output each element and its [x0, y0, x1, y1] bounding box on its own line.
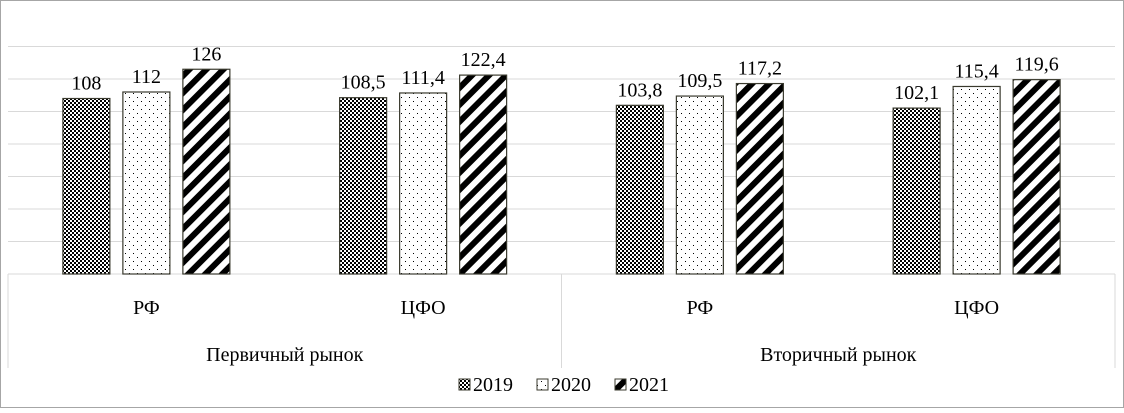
- data-label: 117,2: [738, 58, 782, 80]
- data-label: 111,4: [401, 67, 445, 89]
- legend-swatch-2021: [614, 378, 627, 391]
- data-labels: 108 112 126 108,5 111,4 122,4 103,8 109,5 117,2 1…: [71, 43, 1058, 104]
- bar-2020: [675, 95, 724, 275]
- group-label: Первичный рынок: [206, 344, 364, 366]
- data-label: 126: [191, 43, 221, 65]
- legend-label: 2019: [473, 374, 513, 396]
- bars: [62, 68, 1061, 275]
- legend-swatch-2020: [536, 378, 549, 391]
- data-label: 115,4: [954, 60, 998, 82]
- category-label: РФ: [133, 297, 160, 319]
- data-label: 119,6: [1014, 54, 1058, 76]
- data-label: 122,4: [461, 49, 506, 71]
- data-label: 108: [71, 73, 101, 95]
- legend: 2019 2020 2021: [458, 374, 669, 396]
- legend-swatch-2019: [458, 378, 471, 391]
- bar-2020: [952, 85, 1001, 275]
- bar-2019: [615, 104, 664, 275]
- bar-2021: [459, 74, 508, 275]
- data-label: 109,5: [677, 70, 722, 92]
- bar-2019: [339, 97, 388, 275]
- bar-2020: [399, 92, 448, 275]
- category-axis-table: РФ ЦФО Первичный рынок РФ ЦФО Вторичный рынок: [7, 273, 1116, 368]
- bar-2021: [1012, 79, 1061, 275]
- data-label: 103,8: [617, 79, 662, 101]
- category-label: ЦФО: [401, 297, 446, 319]
- data-label: 102,1: [894, 82, 939, 104]
- bar-2020: [122, 91, 171, 275]
- bar-2021: [735, 82, 784, 275]
- bar-2021: [182, 68, 231, 275]
- bar-2019: [62, 97, 111, 275]
- legend-label: 2020: [551, 374, 591, 396]
- bar-2019: [892, 107, 941, 275]
- legend-label: 2021: [629, 374, 669, 396]
- category-label: ЦФО: [954, 297, 999, 319]
- data-label: 108,5: [341, 72, 386, 94]
- group-label: Вторичный рынок: [760, 344, 917, 366]
- data-label: 112: [132, 66, 161, 88]
- category-label: РФ: [687, 297, 714, 319]
